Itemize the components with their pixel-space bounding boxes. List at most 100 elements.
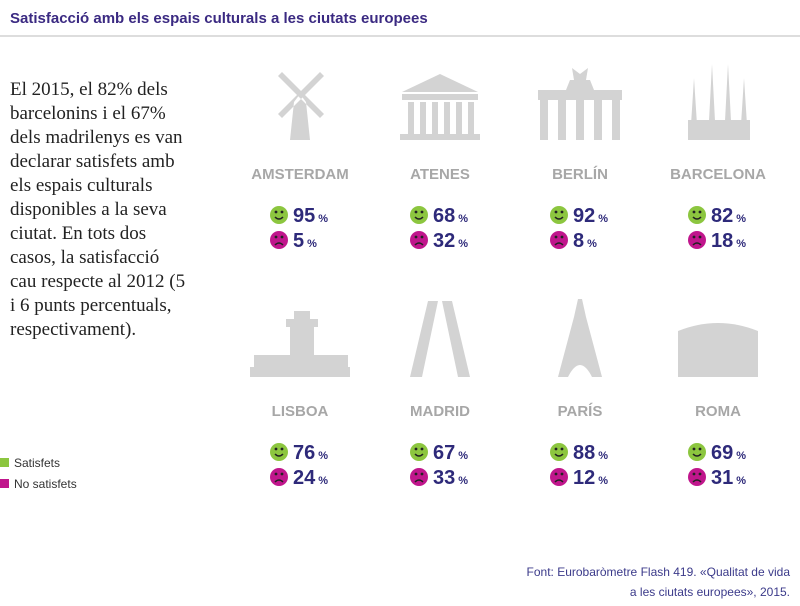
face-eye xyxy=(274,210,278,214)
face-eye xyxy=(420,447,424,451)
unit-label: % xyxy=(736,238,746,250)
face-mouth xyxy=(414,216,424,220)
description-line: cau respecte al 2012 (5 xyxy=(10,271,185,292)
value-label: 8 xyxy=(573,230,584,252)
city-name: ROMA xyxy=(695,403,741,420)
face-eye xyxy=(698,472,702,476)
face-mouth xyxy=(692,242,702,246)
source: Font: Eurobaròmetre Flash 419. «Qualitat… xyxy=(527,565,791,599)
value-label: 31 xyxy=(711,467,733,489)
value-label: 95 xyxy=(293,205,315,227)
face-mouth xyxy=(274,216,284,220)
face-eye xyxy=(692,472,696,476)
city-icon xyxy=(400,74,480,140)
face-mouth xyxy=(554,216,564,220)
value-label: 92 xyxy=(573,205,595,227)
face-eye xyxy=(414,472,418,476)
face-icon xyxy=(550,231,568,249)
face-eye xyxy=(280,447,284,451)
face-eye xyxy=(414,210,418,214)
face-mouth xyxy=(274,479,284,483)
face-mouth xyxy=(274,242,284,246)
unit-label: % xyxy=(318,213,328,225)
legend-swatch xyxy=(0,479,9,488)
city-icon xyxy=(558,299,602,377)
face-mouth xyxy=(414,242,424,246)
face-eye xyxy=(420,210,424,214)
face-eye xyxy=(274,235,278,239)
unit-label: % xyxy=(598,213,608,225)
unit-label: % xyxy=(458,450,468,462)
description-line: respectivament). xyxy=(10,319,136,340)
unit-label: % xyxy=(587,238,597,250)
value-label: 68 xyxy=(433,205,455,227)
face-eye xyxy=(280,472,284,476)
face-eye xyxy=(554,210,558,214)
value-label: 76 xyxy=(293,442,315,464)
city-icon xyxy=(678,323,758,377)
face-eye xyxy=(560,472,564,476)
face-mouth xyxy=(414,453,424,457)
face-icon xyxy=(410,231,428,249)
face-icon xyxy=(410,206,428,224)
unit-label: % xyxy=(307,238,317,250)
value-label: 12 xyxy=(573,467,595,489)
description: El 2015, el 82% dels barcelonins i el 67%… xyxy=(10,79,185,340)
face-eye xyxy=(274,472,278,476)
face-eye xyxy=(280,210,284,214)
face-mouth xyxy=(692,479,702,483)
unit-label: % xyxy=(736,475,746,487)
city-name: AMSTERDAM xyxy=(251,166,349,183)
value-label: 32 xyxy=(433,230,455,252)
source-line: a les ciutats europees», 2015. xyxy=(630,585,790,599)
face-icon xyxy=(688,468,706,486)
unit-label: % xyxy=(318,450,328,462)
value-label: 88 xyxy=(573,442,595,464)
face-icon xyxy=(688,231,706,249)
description-line: barcelonins i el 67% xyxy=(10,103,166,124)
face-mouth xyxy=(554,453,564,457)
face-mouth xyxy=(692,216,702,220)
face-mouth xyxy=(274,453,284,457)
face-icon xyxy=(270,468,288,486)
face-icon xyxy=(410,468,428,486)
description-line: els espais culturals xyxy=(10,175,152,196)
face-eye xyxy=(414,235,418,239)
city-icon xyxy=(410,301,470,377)
face-eye xyxy=(414,447,418,451)
face-eye xyxy=(560,447,564,451)
value-label: 18 xyxy=(711,230,733,252)
face-eye xyxy=(554,472,558,476)
legend-label: No satisfets xyxy=(14,477,77,491)
face-icon xyxy=(410,443,428,461)
legend: Satisfets No satisfets xyxy=(0,456,77,491)
title: Satisfacció amb els espais culturals a l… xyxy=(10,10,428,27)
face-icon xyxy=(550,206,568,224)
description-line: dels madrilenys es van xyxy=(10,127,183,148)
face-icon xyxy=(270,206,288,224)
source-line: Font: Eurobaròmetre Flash 419. «Qualitat… xyxy=(527,565,791,579)
value-label: 33 xyxy=(433,467,455,489)
face-icon xyxy=(270,443,288,461)
value-label: 67 xyxy=(433,442,455,464)
face-mouth xyxy=(692,453,702,457)
face-icon xyxy=(688,206,706,224)
city-name: PARÍS xyxy=(558,403,603,420)
face-eye xyxy=(698,210,702,214)
face-icon xyxy=(270,231,288,249)
face-icon xyxy=(688,443,706,461)
legend-label: Satisfets xyxy=(14,456,60,470)
description-line: casos, la satisfacció xyxy=(10,247,159,268)
description-line: El 2015, el 82% dels xyxy=(10,79,168,100)
face-eye xyxy=(420,472,424,476)
face-mouth xyxy=(554,479,564,483)
city-name: LISBOA xyxy=(272,403,329,420)
city-icon xyxy=(538,68,622,140)
value-label: 69 xyxy=(711,442,733,464)
face-eye xyxy=(420,235,424,239)
face-eye xyxy=(698,235,702,239)
unit-label: % xyxy=(598,450,608,462)
face-eye xyxy=(274,447,278,451)
